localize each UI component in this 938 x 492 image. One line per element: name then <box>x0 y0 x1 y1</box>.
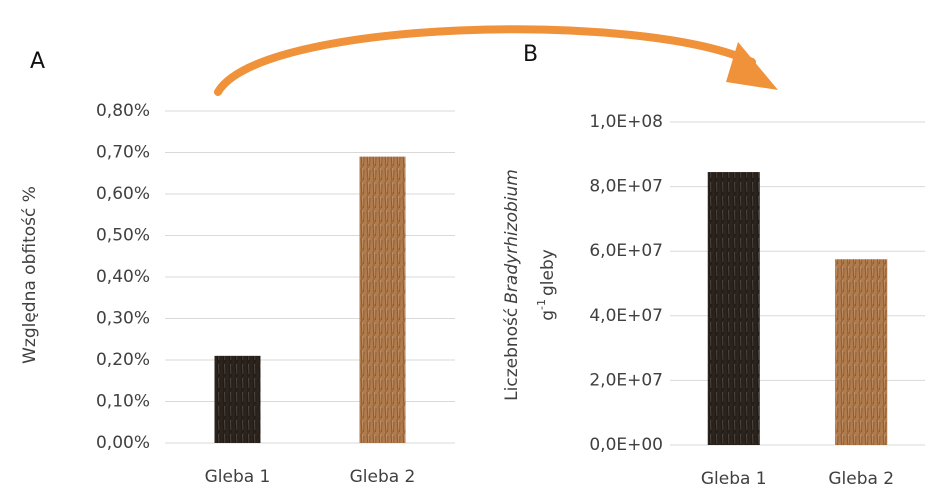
unit-superscript: -1 <box>535 299 548 310</box>
y-tick-label: 8,0E+07 <box>589 177 663 197</box>
y-tick-label: 0,80% <box>96 101 150 121</box>
panel-label: A <box>30 49 45 74</box>
y-axis-label: Względna obfitość % <box>20 186 40 364</box>
y-axis-label: Liczebność Bradyrhizobium <box>502 169 522 401</box>
y-tick-label: 4,0E+07 <box>589 306 663 326</box>
x-tick-label: Gleba 1 <box>205 467 271 487</box>
y-tick-label: 0,60% <box>96 184 150 204</box>
x-tick-label: Gleba 2 <box>350 467 416 487</box>
y-tick-label: 2,0E+07 <box>589 370 663 390</box>
bar-texture <box>214 355 261 443</box>
y-tick-label: 6,0E+07 <box>589 241 663 261</box>
unit-after: gleby <box>538 249 558 296</box>
y-tick-label: 0,0E+00 <box>589 435 663 455</box>
bar-texture <box>359 156 406 443</box>
x-tick-label: Gleba 1 <box>701 469 767 489</box>
y-tick-label: 0,40% <box>96 267 150 287</box>
y-tick-label: 1,0E+08 <box>589 112 663 132</box>
unit: g <box>538 310 558 321</box>
y-tick-label: 0,10% <box>96 392 150 412</box>
bar-texture <box>707 172 760 445</box>
x-tick-label: Gleba 2 <box>828 469 894 489</box>
y-tick-label: 0,50% <box>96 226 150 246</box>
y-axis-label-unit: g-1 gleby <box>535 249 558 321</box>
arrow <box>214 25 756 96</box>
y-tick-label: 0,70% <box>96 143 150 163</box>
y-tick-label: 0,20% <box>96 350 150 370</box>
y-axis-label-text: Liczebność <box>502 308 522 401</box>
arrow-head <box>726 42 778 90</box>
y-axis-label-italic: Bradyrhizobium <box>502 169 522 304</box>
y-tick-label: 0,30% <box>96 309 150 329</box>
y-tick-label: 0,00% <box>96 433 150 453</box>
bar-texture <box>835 259 888 445</box>
panel-label: B <box>523 42 538 67</box>
